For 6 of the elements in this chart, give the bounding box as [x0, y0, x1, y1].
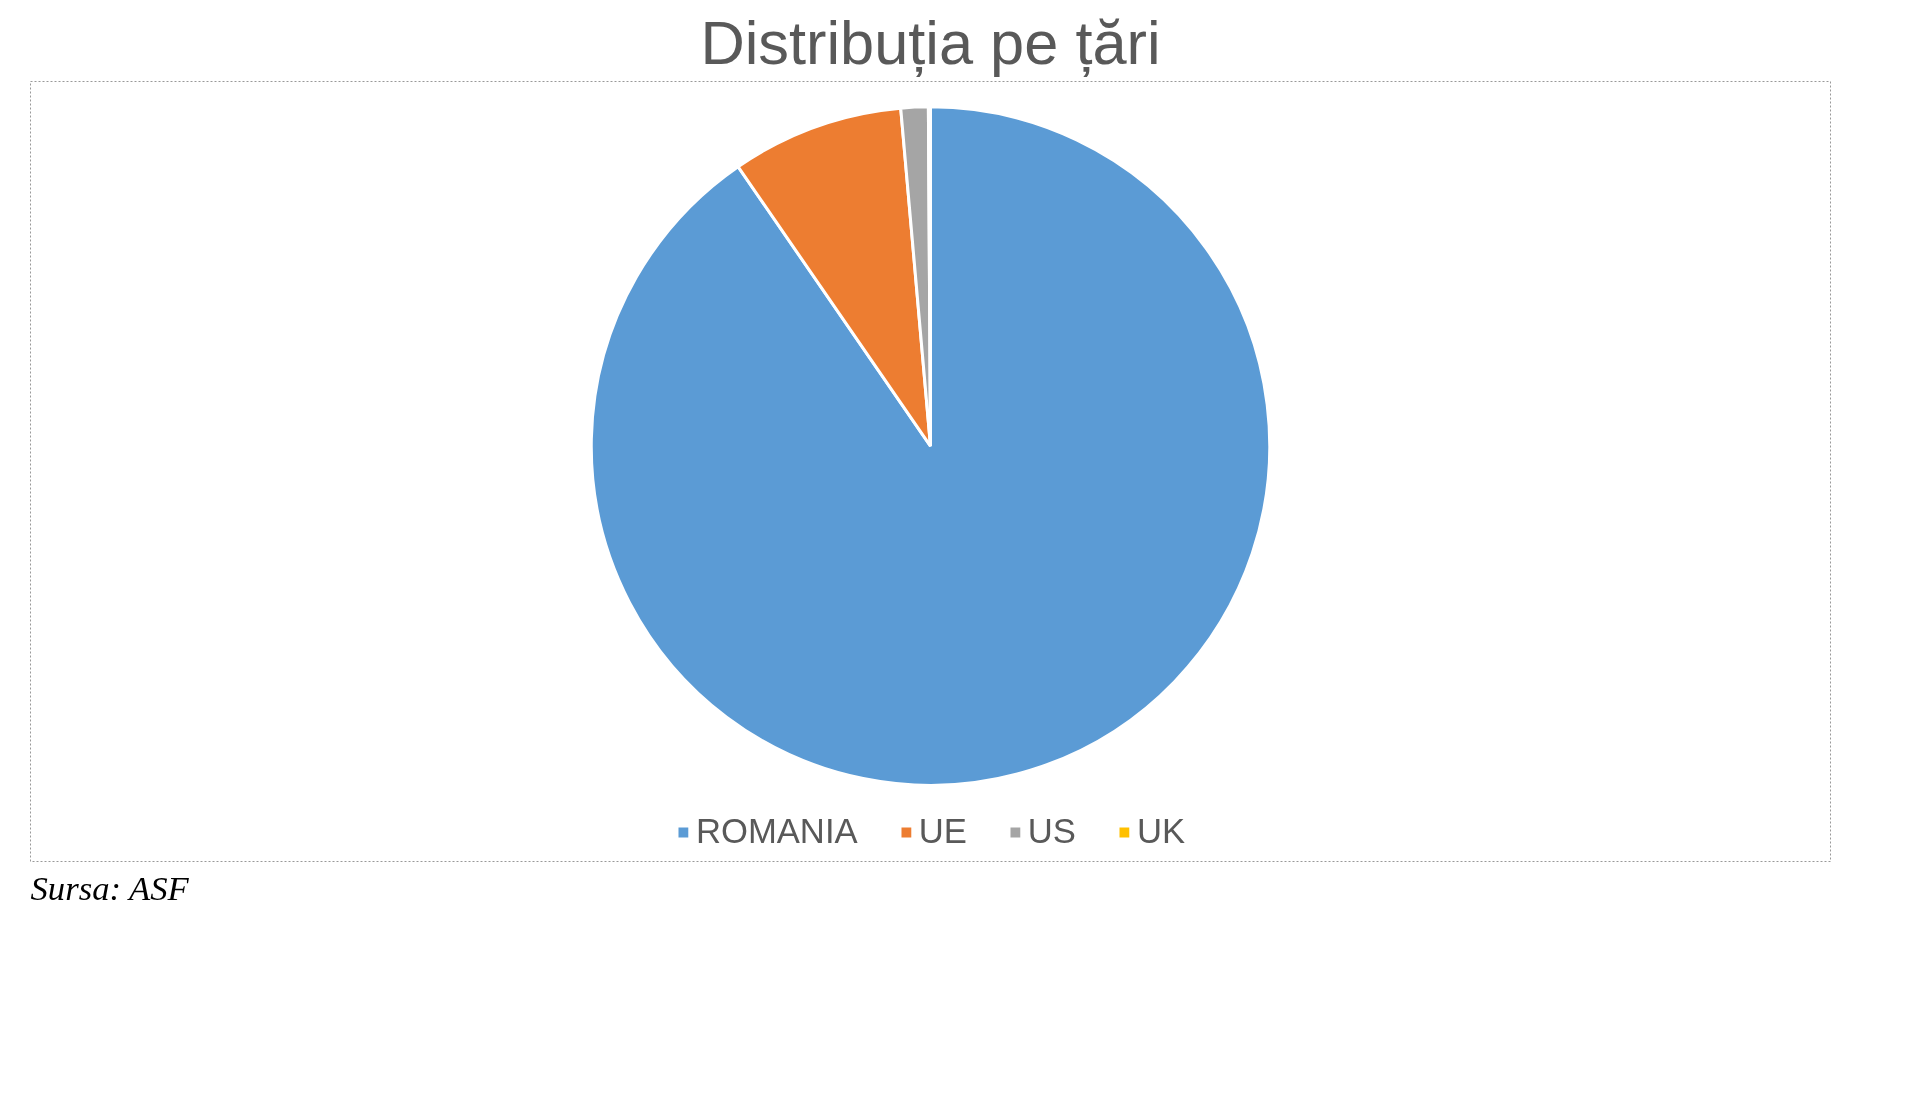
legend-label: UK — [1136, 812, 1186, 851]
legend-label: UE — [918, 812, 967, 851]
text: Sursa: ASF — [30, 868, 190, 907]
legend-label: US — [1027, 812, 1076, 851]
legend-label: ROMANIA — [695, 812, 858, 851]
chart-title: Distribuția pe țări — [700, 7, 1161, 77]
